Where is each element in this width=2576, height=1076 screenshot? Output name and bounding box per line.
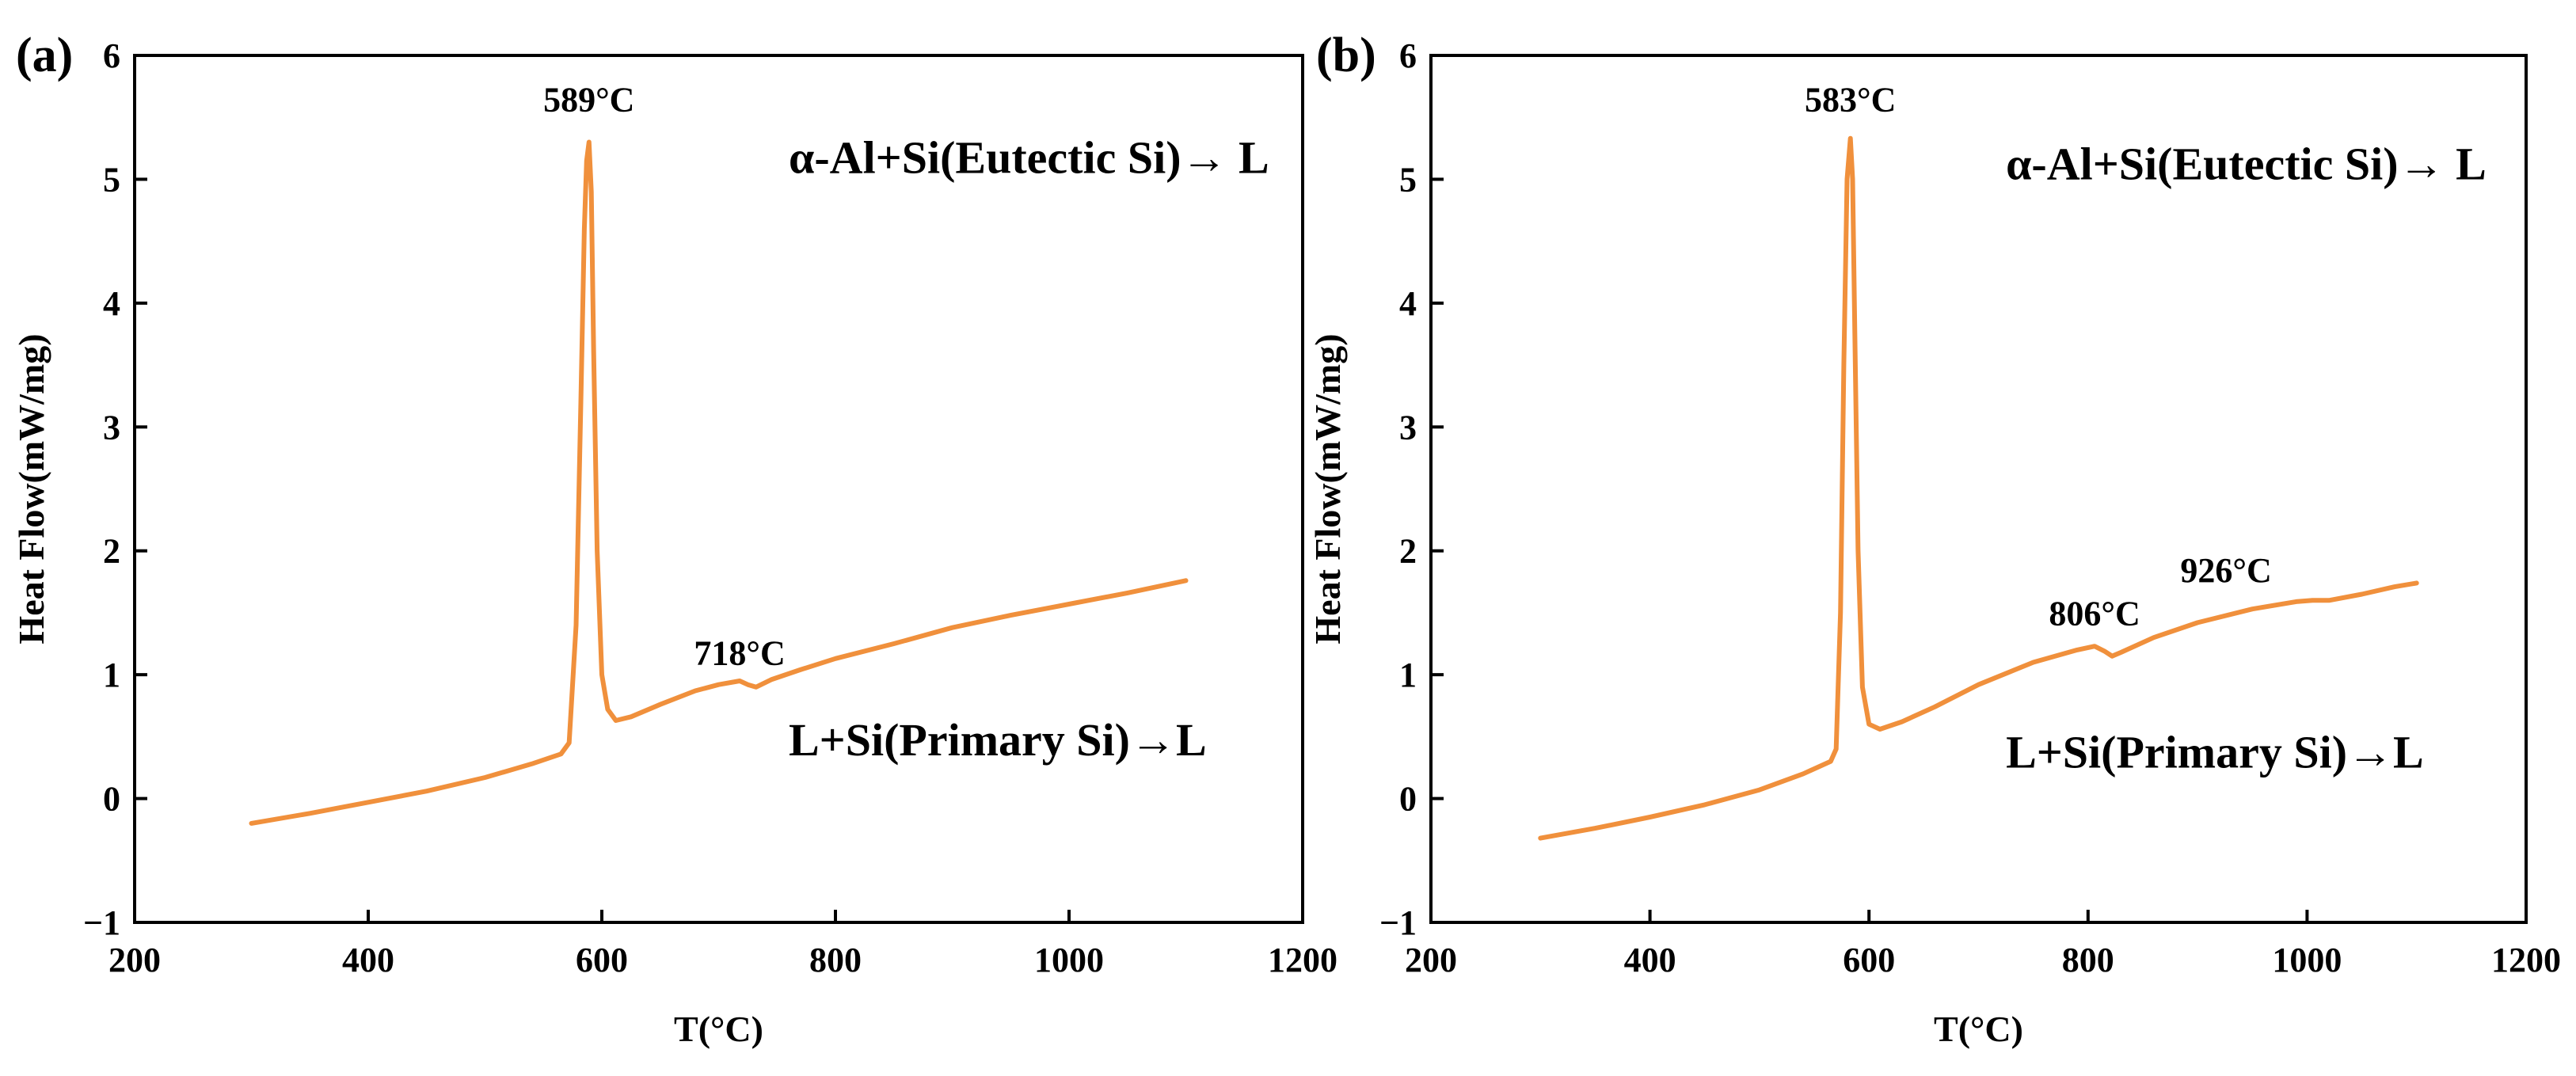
x-tick-label: 400 [1624, 941, 1676, 979]
y-tick-label: 1 [1399, 656, 1417, 694]
x-tick-label: 1000 [2272, 941, 2342, 979]
peak-temperature-label: 718°C [694, 634, 785, 673]
y-tick-label: 3 [1399, 408, 1417, 447]
x-tick-label: 600 [576, 941, 628, 979]
y-tick-label: 0 [1399, 780, 1417, 819]
peak-temperature-label: 589°C [543, 80, 634, 119]
x-tick-label: 400 [342, 941, 394, 979]
reaction-label: α-Al+Si(Eutectic Si)→ L [789, 132, 1269, 184]
peak-temperature-label: 806°C [2049, 595, 2140, 633]
reaction-label: L+Si(Primary Si)→L [789, 714, 1207, 766]
y-tick-label: 1 [103, 656, 120, 694]
heat-flow-line [1538, 135, 2419, 841]
panel-label: (a) [16, 29, 73, 82]
x-axis-title: T(°C) [1934, 1009, 2023, 1049]
x-tick-label: 1200 [1268, 941, 1337, 979]
x-tick-label: 800 [2062, 941, 2114, 979]
y-tick-label: 2 [1399, 532, 1417, 571]
y-tick-label: 2 [103, 532, 120, 571]
y-axis-title: Heat Flow(mW/mg) [11, 333, 51, 644]
y-tick-label: −1 [83, 903, 120, 942]
x-axis-title: T(°C) [674, 1009, 763, 1049]
reaction-label: L+Si(Primary Si)→L [2006, 726, 2424, 778]
y-axis-title: Heat Flow(mW/mg) [1307, 333, 1348, 644]
y-tick-label: 6 [1399, 36, 1417, 75]
reaction-label: α-Al+Si(Eutectic Si)→ L [2006, 138, 2487, 189]
peak-temperature-label: 926°C [2180, 551, 2271, 590]
x-tick-label: 200 [1405, 941, 1457, 979]
panel-label: (b) [1316, 29, 1376, 82]
x-tick-label: 800 [809, 941, 862, 979]
x-tick-label: 1200 [2491, 941, 2561, 979]
plot-frame [1429, 54, 2528, 924]
x-tick-label: 1000 [1034, 941, 1104, 979]
y-tick-label: 4 [1399, 284, 1417, 323]
x-tick-label: 600 [1843, 941, 1895, 979]
heat-flow-line [249, 139, 1189, 826]
chart-panel-b: 200 400 600 800 1000 1200 −1 0 1 2 3 4 5 6 T(°C) Heat F… [1307, 29, 2561, 1049]
chart-panel-a: 200 400 600 800 1000 1200 −1 0 1 2 3 4 5 6 T(°C) Heat F… [11, 29, 1337, 1049]
x-tick-label: 200 [108, 941, 161, 979]
peak-temperature-label: 583°C [1805, 80, 1896, 119]
y-tick-label: 0 [103, 780, 120, 819]
y-tick-label: 5 [1399, 160, 1417, 199]
y-tick-label: 3 [103, 408, 120, 447]
y-tick-label: 4 [103, 284, 120, 323]
y-tick-label: 6 [103, 36, 120, 75]
y-tick-label: 5 [103, 160, 120, 199]
y-tick-label: −1 [1379, 903, 1417, 942]
plot-frame [133, 54, 1304, 924]
